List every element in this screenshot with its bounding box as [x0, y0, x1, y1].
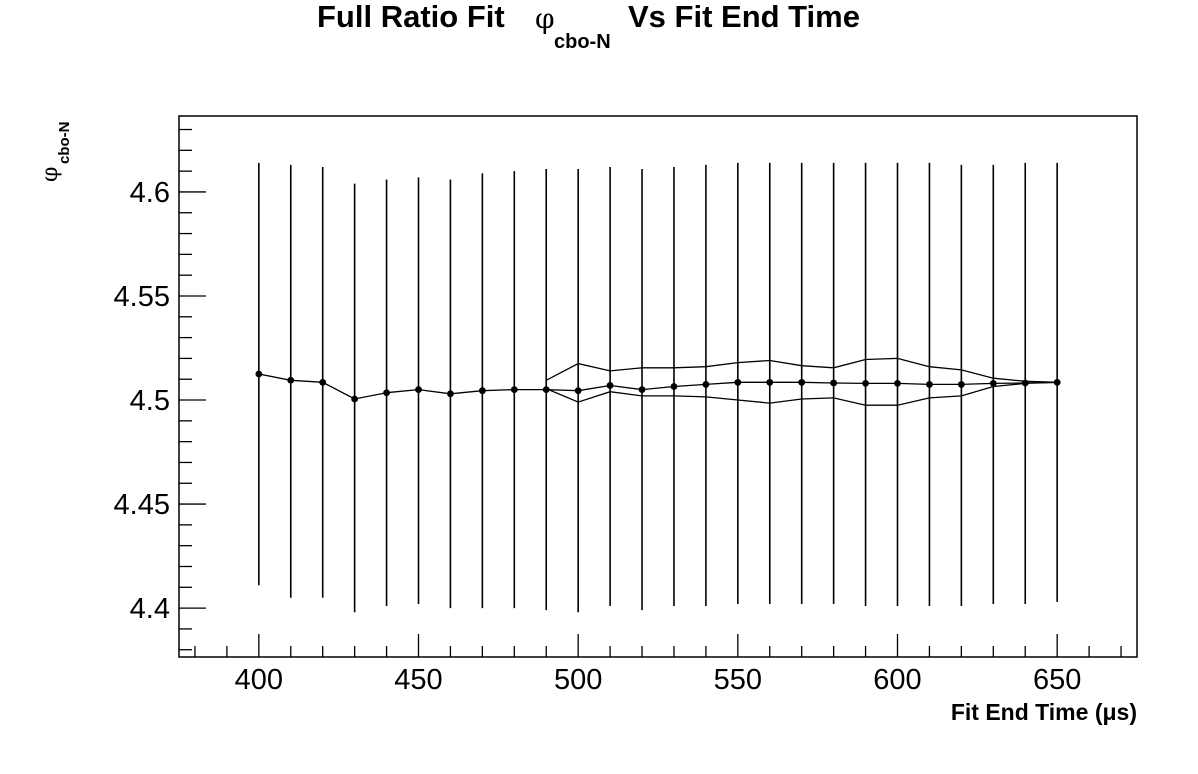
series-line [258, 373, 1058, 400]
data-point [798, 378, 806, 386]
data-point [478, 387, 486, 395]
axes: 400 450 500 550 600 650 4.4 4.45 4.5 4.55 4.6 [114, 128, 1122, 696]
x-tick-label: 400 [235, 664, 283, 696]
data-point [510, 386, 518, 394]
x-tick-label: 600 [873, 664, 921, 696]
chart-title-suffix: Vs Fit End Time [628, 0, 860, 34]
y-axis-title-subscript: cbo-N [56, 122, 73, 165]
data-point [351, 395, 359, 403]
x-tick-label: 500 [554, 664, 602, 696]
x-tick-label: 450 [394, 664, 442, 696]
y-tick-label: 4.5 [130, 385, 170, 417]
y-tick-label: 4.6 [130, 177, 170, 209]
data-point [319, 378, 327, 386]
data-point [989, 379, 997, 387]
data-point [862, 379, 869, 387]
data-point [415, 386, 422, 394]
y-tick-label: 4.55 [114, 281, 170, 313]
x-tick-label: 650 [1033, 664, 1081, 696]
chart-title: Full Ratio Fit φ cbo-N Vs Fit End Time [317, 0, 860, 53]
data-point [894, 379, 901, 387]
y-tick-label: 4.4 [130, 593, 170, 625]
data-point [830, 379, 838, 387]
y-axis-title: φ cbo-N [38, 122, 73, 183]
plot-area [255, 162, 1061, 613]
chart-title-subscript: cbo-N [554, 31, 611, 53]
x-tick-label: 550 [714, 664, 762, 696]
data-point [670, 383, 678, 390]
data-point [957, 381, 965, 388]
data-point [734, 378, 742, 386]
data-point [638, 386, 646, 394]
data-point [606, 382, 614, 389]
data-point [1053, 378, 1061, 386]
data-point [287, 376, 295, 384]
chart-title-symbol: φ [535, 2, 555, 35]
data-point [702, 381, 710, 388]
y-tick-label: 4.45 [114, 489, 170, 521]
data-point [542, 386, 550, 394]
data-point [926, 381, 933, 388]
x-axis-title: Fit End Time (μs) [951, 699, 1137, 725]
data-point [766, 378, 774, 386]
plot-frame [178, 115, 1138, 658]
data-point [447, 390, 454, 398]
data-point [574, 387, 582, 395]
data-point [255, 370, 263, 378]
data-point [383, 389, 390, 397]
data-point [1021, 379, 1029, 387]
y-axis-title-symbol: φ [38, 167, 63, 182]
chart-title-prefix: Full Ratio Fit [317, 0, 505, 34]
